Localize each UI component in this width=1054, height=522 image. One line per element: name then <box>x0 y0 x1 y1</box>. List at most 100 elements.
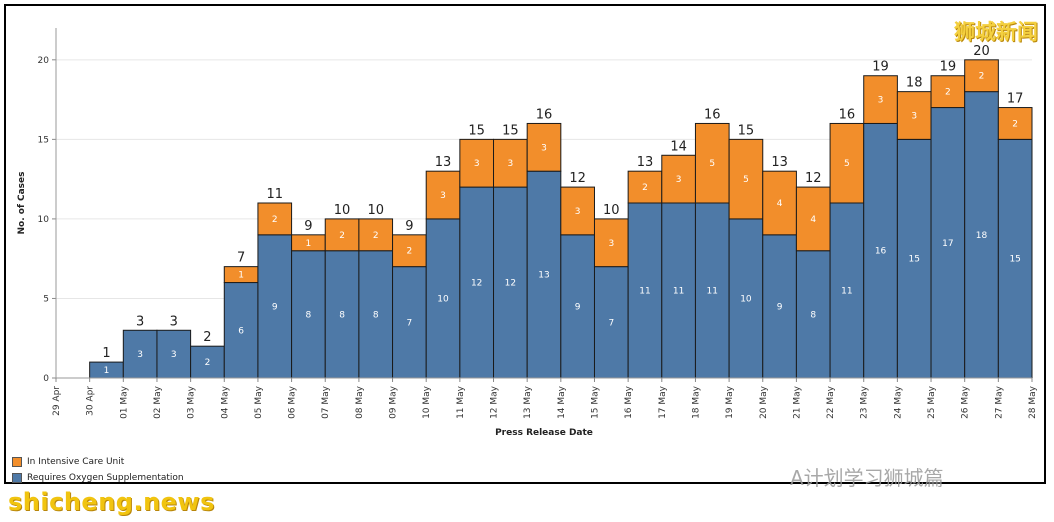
bar-label-icu: 3 <box>608 239 614 249</box>
bar-label-oxygen: 10 <box>740 294 752 304</box>
bar-total-label: 18 <box>906 76 923 91</box>
bar-icu <box>930 75 966 109</box>
bar-icu <box>560 186 595 236</box>
x-tick-label: 24 May <box>893 385 903 419</box>
y-tick-label: 10 <box>38 215 50 225</box>
y-tick-label: 5 <box>43 294 49 304</box>
bar-icu <box>795 186 831 252</box>
legend-item-oxygen: Requires Oxygen Supplementation <box>12 470 184 486</box>
bar-icu <box>593 218 629 268</box>
bar-label-icu: 2 <box>339 231 345 241</box>
x-tick-label: 02 May <box>153 385 163 419</box>
bar-label-icu: 2 <box>945 88 951 98</box>
legend-swatch-icu <box>12 457 22 467</box>
bar-label-oxygen: 7 <box>407 318 413 328</box>
bar-icu <box>627 170 663 204</box>
bar-total-label: 16 <box>536 107 553 122</box>
legend-label-oxygen: Requires Oxygen Supplementation <box>27 473 184 483</box>
legend: In Intensive Care Unit Requires Oxygen S… <box>12 454 184 486</box>
bar-label-oxygen: 6 <box>238 326 244 336</box>
bar-label-oxygen: 10 <box>437 294 449 304</box>
x-tick-label: 10 May <box>422 385 432 419</box>
bar-total-label: 12 <box>805 171 822 186</box>
bar-total-label: 15 <box>738 123 755 138</box>
bar-label-icu: 3 <box>878 96 884 106</box>
bar-label-oxygen: 11 <box>639 287 650 297</box>
bar-label-oxygen: 11 <box>707 287 718 297</box>
bar-label-icu: 4 <box>810 215 816 225</box>
x-tick-label: 11 May <box>456 385 466 419</box>
bar-label-oxygen: 8 <box>810 310 816 320</box>
bar-total-label: 9 <box>304 219 312 234</box>
bar-label-oxygen: 15 <box>1009 255 1020 265</box>
bar-label-icu: 3 <box>541 143 547 153</box>
bar-total-label: 1 <box>102 346 110 361</box>
bar-icu <box>392 234 427 268</box>
bar-total-label: 10 <box>603 203 620 218</box>
y-tick-label: 20 <box>38 56 50 66</box>
bar-label-oxygen: 12 <box>505 279 516 289</box>
bar-label-icu: 3 <box>440 191 446 201</box>
bar-label-icu: 2 <box>1012 119 1018 129</box>
bar-oxygen <box>392 266 427 379</box>
bar-label-oxygen: 8 <box>306 310 312 320</box>
bar-label-icu: 2 <box>272 215 278 225</box>
bar-label-icu: 2 <box>407 247 413 257</box>
bar-label-icu: 3 <box>507 159 513 169</box>
x-tick-label: 23 May <box>860 385 870 419</box>
x-axis-title: Press Release Date <box>495 428 593 438</box>
bar-oxygen <box>257 234 293 379</box>
x-tick-label: 09 May <box>389 385 399 419</box>
bar-label-icu: 3 <box>474 159 480 169</box>
bar-label-icu: 4 <box>777 199 783 209</box>
bar-label-oxygen: 16 <box>875 247 887 257</box>
bar-icu <box>762 170 797 236</box>
bar-label-icu: 3 <box>676 175 682 185</box>
x-tick-label: 03 May <box>187 385 197 419</box>
bar-total-label: 16 <box>704 107 721 122</box>
bar-icu <box>661 154 696 204</box>
bar-label-oxygen: 2 <box>205 358 211 368</box>
legend-label-icu: In Intensive Care Unit <box>27 457 125 467</box>
bar-icu <box>257 202 293 236</box>
bar-label-oxygen: 1 <box>104 366 110 376</box>
bar-total-label: 3 <box>136 314 144 329</box>
bar-total-label: 19 <box>940 60 957 75</box>
bar-total-label: 13 <box>435 155 452 170</box>
bar-total-label: 15 <box>502 123 519 138</box>
bar-label-oxygen: 12 <box>471 279 482 289</box>
bar-icu <box>526 122 562 172</box>
bar-label-oxygen: 13 <box>538 271 549 281</box>
bar-label-icu: 2 <box>373 231 379 241</box>
x-tick-label: 16 May <box>624 385 634 419</box>
bar-total-label: 17 <box>1007 92 1024 107</box>
x-tick-label: 29 Apr <box>52 386 62 416</box>
y-tick-label: 0 <box>43 374 49 384</box>
bar-oxygen <box>122 329 158 379</box>
x-tick-label: 15 May <box>590 385 600 419</box>
bar-total-label: 19 <box>872 60 889 75</box>
bar-total-label: 10 <box>367 203 384 218</box>
bar-icu <box>358 218 394 252</box>
bar-icu <box>459 138 495 188</box>
bar-label-oxygen: 8 <box>339 310 345 320</box>
x-tick-label: 04 May <box>220 385 230 419</box>
bar-icu <box>997 107 1033 140</box>
bar-icu <box>728 138 764 220</box>
x-tick-label: 14 May <box>557 385 567 419</box>
bar-total-label: 16 <box>839 107 856 122</box>
bar-label-icu: 3 <box>575 207 581 217</box>
bar-label-icu: 5 <box>743 175 749 185</box>
x-tick-label: 28 May <box>1028 385 1038 419</box>
bar-label-oxygen: 11 <box>841 287 852 297</box>
bar-total-label: 15 <box>468 123 485 138</box>
bar-label-icu: 3 <box>911 112 917 122</box>
watermark-site: shicheng.news <box>8 488 215 516</box>
x-tick-label: 17 May <box>658 385 668 419</box>
bar-total-label: 2 <box>203 330 211 345</box>
bar-total-label: 12 <box>569 171 586 186</box>
bar-total-label: 13 <box>771 155 788 170</box>
bar-label-oxygen: 18 <box>976 231 988 241</box>
